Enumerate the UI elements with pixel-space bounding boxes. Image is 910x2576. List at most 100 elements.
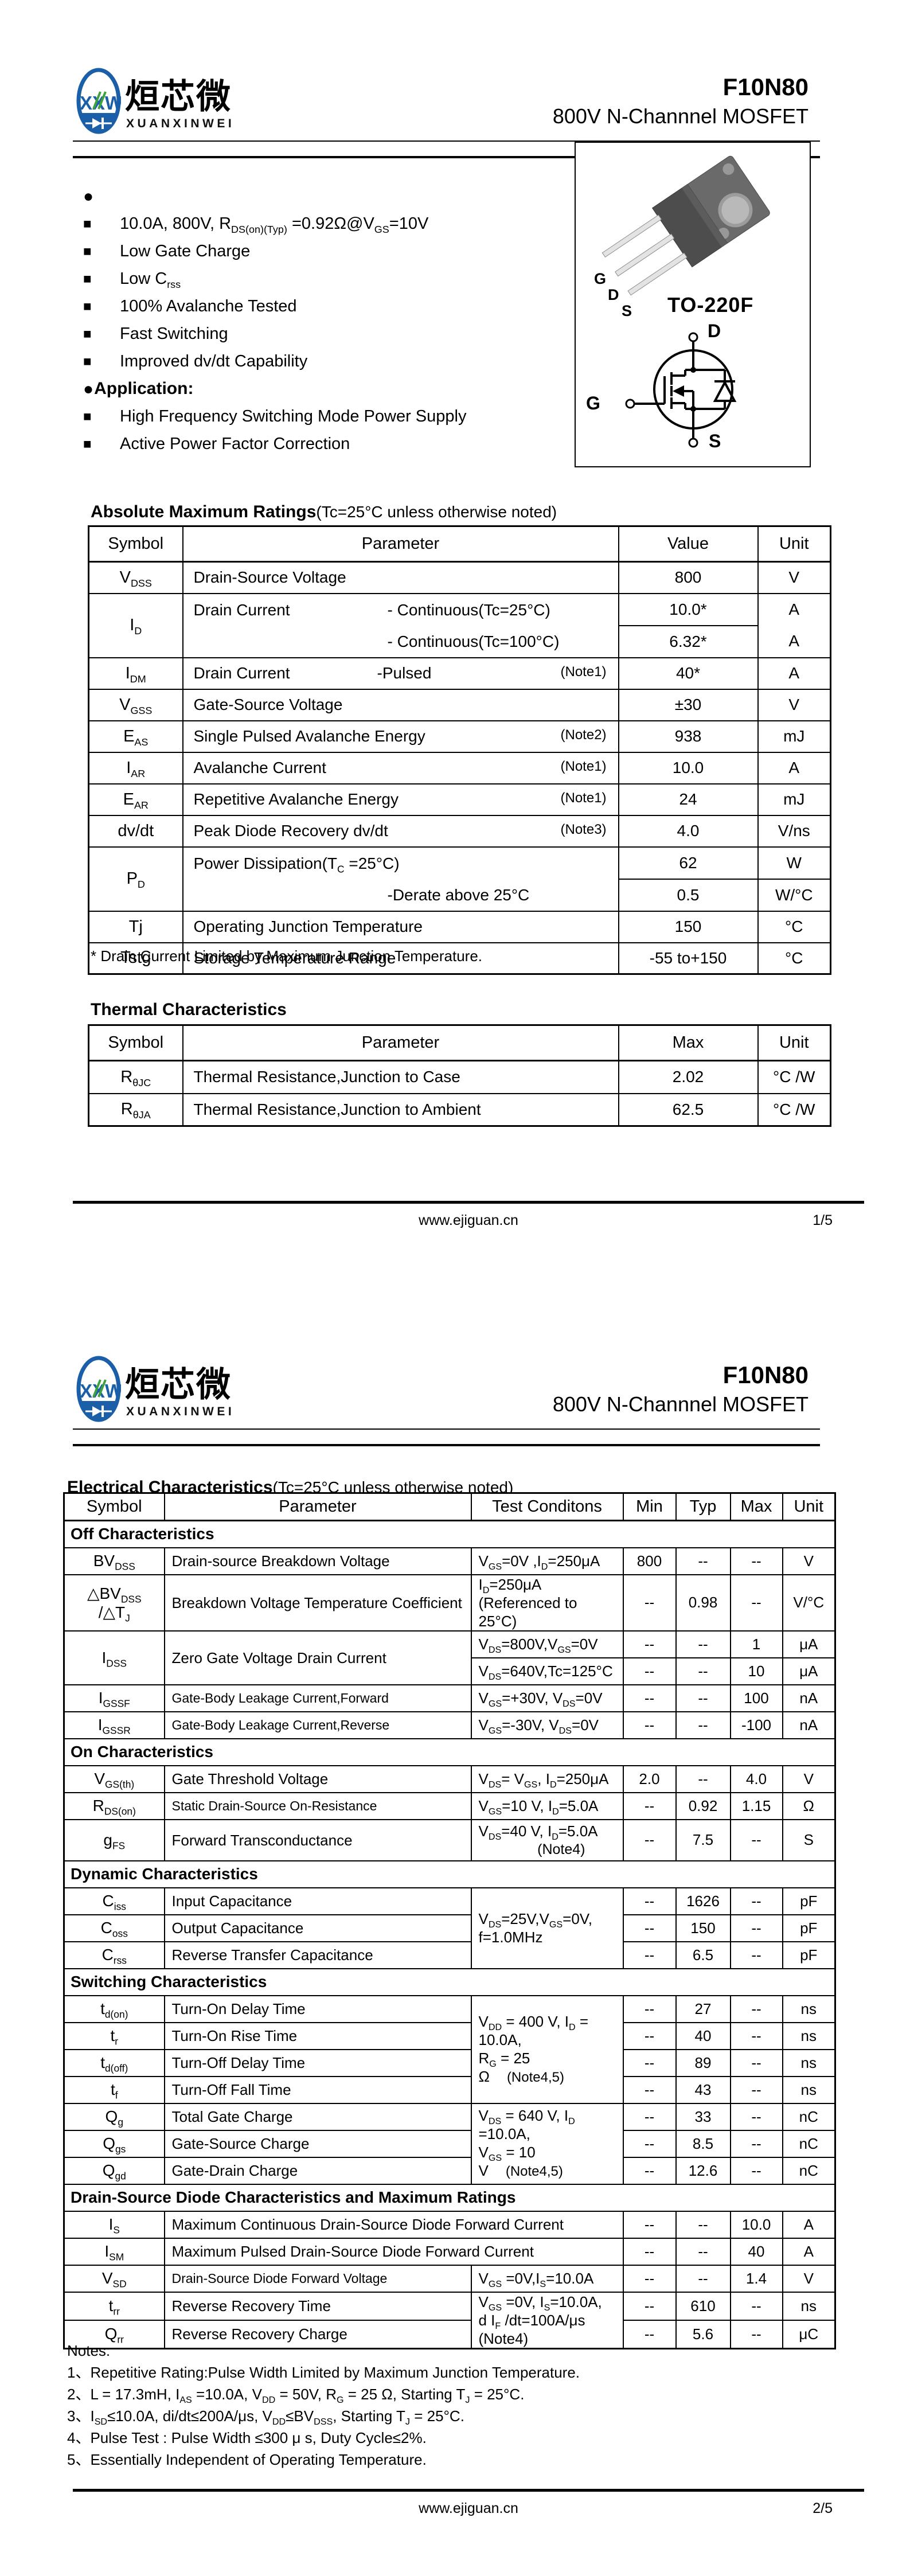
feature-text: Low Gate Charge <box>120 242 251 260</box>
condition-line: VDD = 400 V, ID = 10.0A, <box>478 2012 589 2048</box>
cell-unit: A <box>757 592 831 626</box>
table-row: Qrr Reverse Recovery Charge -- 5.6 -- μC <box>63 2319 836 2349</box>
section-title: On Characteristics <box>63 1738 836 1766</box>
cell-symbol: Qgd <box>63 2156 165 2185</box>
cell-parameter: Avalanche Current (Note1) <box>182 751 619 784</box>
application-text: Active Power Factor Correction <box>120 435 350 453</box>
cell-parameter: Gate Threshold Voltage <box>163 1765 472 1793</box>
cell-parameter: Drain-Source Diode Forward Voltage <box>163 2264 472 2293</box>
cell-parameter: Output Capacitance <box>163 1914 472 1942</box>
cell-parameter: Static Drain-Source On-Resistance <box>163 1792 472 1820</box>
parameter-text: Avalanche Current <box>193 759 326 776</box>
cell-unit: W/°C <box>757 878 831 912</box>
cell-parameter: Gate-Body Leakage Current,Reverse <box>163 1711 472 1739</box>
col-header: Test Conditons <box>470 1492 624 1521</box>
table-row: tr Turn-On Rise Time -- 40 -- ns <box>63 2021 836 2050</box>
cell-max: -- <box>729 2129 783 2158</box>
cell-value: 800 <box>618 561 759 594</box>
cell-unit: °C /W <box>757 1092 831 1127</box>
parameter-condition: - Continuous(Tc=25°C) <box>387 600 550 619</box>
cell-parameter: Gate-Drain Charge <box>163 2156 472 2185</box>
cell-symbol: VDSS <box>88 561 183 594</box>
cell-parameter: Operating Junction Temperature <box>182 910 619 943</box>
cell-max: -- <box>729 1914 783 1942</box>
cell-min: -- <box>622 2075 677 2104</box>
col-header: Value <box>618 525 759 563</box>
part-number: F10N80 <box>722 73 809 100</box>
cell-symbol: td(off) <box>63 2048 165 2077</box>
cell-typ: 1626 <box>675 1887 731 1915</box>
cell-typ: -- <box>675 2237 731 2266</box>
table-row: Coss Output Capacitance -- 150 -- pF <box>63 1914 836 1942</box>
cell-value: 938 <box>618 720 759 753</box>
table-row: IGSSR Gate-Body Leakage Current,Reverse … <box>63 1711 836 1739</box>
table-row: VDSS Drain-Source Voltage 800 V <box>88 561 831 594</box>
table-row: IS Maximum Continuous Drain-Source Diode… <box>63 2210 836 2239</box>
parameter-text: -Derate above 25°C <box>387 885 530 904</box>
table-row: VDS=640V,Tc=125°C -- -- 10 μA <box>64 1657 836 1685</box>
cell-condition: VGS =0V, IS=10.0A, d IF /dt=100A/μs (Note… <box>470 2291 624 2349</box>
condition-note: (Note4,5) <box>505 2164 563 2179</box>
application-heading: ●Application: <box>83 375 466 403</box>
cell-symbol: Coss <box>63 1914 165 1942</box>
cell-symbol: △BVDSS/△TJ <box>63 1574 165 1632</box>
cell-max: -- <box>729 1574 783 1632</box>
cell-unit: V <box>757 561 831 594</box>
cell-unit: μC <box>782 2319 836 2349</box>
cell-parameter: Turn-On Rise Time <box>163 2021 472 2050</box>
cell-unit: pF <box>782 1941 836 1969</box>
brand-logo-icon: XXW <box>76 1356 123 1425</box>
cell-parameter: Power Dissipation(TC =25°C) -Derate abov… <box>182 846 619 912</box>
cell-symbol: td(on) <box>63 1995 165 2023</box>
cell-symbol: Qrr <box>63 2319 165 2349</box>
cell-min: -- <box>622 2210 677 2239</box>
cell-unit: A <box>757 657 831 690</box>
brand-name-cn: 烜芯微 <box>125 1365 232 1404</box>
cell-max: -- <box>729 2021 783 2050</box>
table-row: trr Reverse Recovery Time VGS =0V, IS=10… <box>63 2291 836 2349</box>
cell-typ: -- <box>675 2210 731 2239</box>
package-name: TO-220F <box>667 293 754 317</box>
cell-max: 100 <box>729 1684 783 1712</box>
cell-condition: VDS=800V,VGS=0V <box>470 1630 624 1658</box>
cell-condition: VGS =0V,IS=10.0A <box>470 2264 624 2293</box>
cell-typ: 7.5 <box>675 1818 731 1861</box>
cell-value: 4.0 <box>618 814 759 848</box>
cell-parameter: Turn-Off Fall Time <box>163 2075 472 2104</box>
cell-typ: 40 <box>675 2021 731 2050</box>
condition-line: d IF /dt=100A/μs (Note4) <box>478 2311 585 2347</box>
section-row: Drain-Source Diode Characteristics and M… <box>63 2183 836 2212</box>
page-footer: www.ejiguan.cn 2/5 <box>73 2497 864 2520</box>
part-subtitle: 800V N-Channnel MOSFET <box>552 1392 809 1416</box>
cell-unit: V <box>782 2264 836 2293</box>
cell-symbol: Tj <box>88 910 183 943</box>
parameter-text: Repetitive Avalanche Energy <box>193 790 399 808</box>
cell-max: -- <box>729 2291 783 2321</box>
pin-label-s: S <box>622 302 632 319</box>
cell-symbol: RθJC <box>88 1060 183 1094</box>
section-row: On Characteristics <box>63 1738 836 1766</box>
cell-symbol: Ciss <box>63 1887 165 1915</box>
cell-max: -- <box>729 1887 783 1915</box>
square-bullet-icon: ■ <box>83 244 92 260</box>
note-item: 4、Pulse Test : Pulse Width ≤300 μ s, Dut… <box>67 2429 427 2446</box>
col-header: Parameter <box>182 525 619 563</box>
table-row: △BVDSS/△TJ Breakdown Voltage Temperature… <box>63 1574 836 1632</box>
cell-value: -55 to+150 <box>618 942 759 975</box>
cell-min: -- <box>622 1684 677 1712</box>
col-header: Max <box>729 1492 783 1521</box>
condition-line: VDS = 640 V, ID =10.0A, <box>478 2107 575 2142</box>
cell-symbol: dv/dt <box>88 814 183 848</box>
cell-symbol: Tstg <box>88 942 183 975</box>
feature-item: ■ Fast Switching <box>83 320 466 348</box>
cell-symbol: VSD <box>63 2264 165 2293</box>
cell-min: -- <box>622 2102 677 2131</box>
cell-unit: °C /W <box>757 1060 831 1094</box>
cell-symbol: VGSS <box>88 688 183 721</box>
square-bullet-icon: ■ <box>83 271 92 287</box>
cell-value: 150 <box>618 910 759 943</box>
table-row: PD Power Dissipation(TC =25°C) -Derate a… <box>88 846 831 912</box>
note-item: 1、Repetitive Rating:Pulse Width Limited … <box>67 2364 580 2381</box>
cell-min: 2.0 <box>622 1765 677 1793</box>
cell-unit: V <box>782 1547 836 1575</box>
